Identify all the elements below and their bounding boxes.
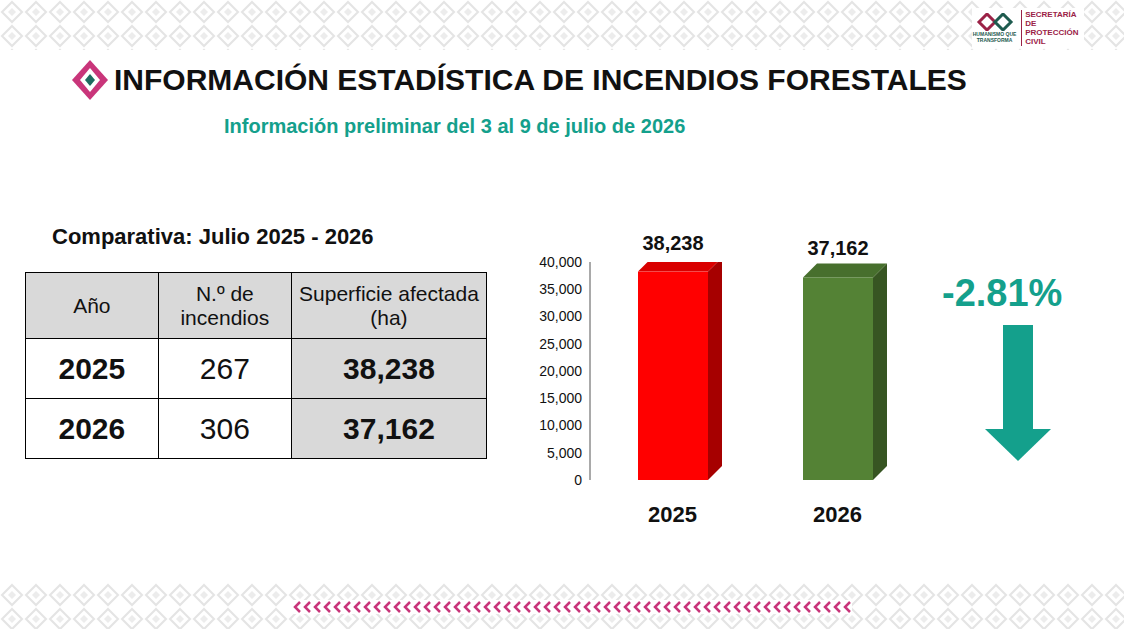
svg-text:35,000: 35,000 — [539, 281, 582, 297]
html-text:Año: Año — [73, 293, 111, 317]
html-text:267: 267 — [199, 351, 250, 385]
svg-text:0: 0 — [574, 472, 582, 488]
svg-text:15,000: 15,000 — [539, 390, 582, 406]
html-text:SECRETARÍA DE PROTECCIÓN CIVIL: SECRETARÍA DE PROTECCIÓN CIVIL — [1025, 10, 1079, 46]
svg-text:10,000: 10,000 — [539, 417, 582, 433]
svg-text:2025: 2025 — [648, 502, 697, 527]
html-text:-2.81%: -2.81% — [942, 272, 1063, 314]
html-text:2025: 2025 — [58, 351, 126, 385]
svg-text:30,000: 30,000 — [539, 308, 582, 324]
html-text:N.º de incendios: N.º de incendios — [180, 281, 270, 329]
svg-text:37,162: 37,162 — [807, 237, 868, 259]
html-text:Superficie afectada (ha): Superficie afectada (ha) — [299, 281, 479, 329]
html-text:HUMANISMO QUE TRANSFORMA: HUMANISMO QUE TRANSFORMA — [972, 31, 1017, 43]
html-text:2026: 2026 — [58, 411, 126, 445]
html-text:38,238: 38,238 — [343, 351, 435, 385]
svg-text:40,000: 40,000 — [539, 254, 582, 270]
svg-text:25,000: 25,000 — [539, 336, 582, 352]
svg-text:38,238: 38,238 — [642, 232, 703, 254]
html-text:Información preliminar del 3 a: Información preliminar del 3 al 9 de jul… — [224, 115, 686, 137]
html-text:37,162: 37,162 — [343, 411, 435, 445]
html-text:306: 306 — [199, 411, 250, 445]
html-text:Comparativa: Julio 2025 - 2026: Comparativa: Julio 2025 - 2026 — [52, 224, 374, 249]
svg-text:5,000: 5,000 — [547, 445, 582, 461]
svg-text:2026: 2026 — [813, 502, 862, 527]
svg-text:20,000: 20,000 — [539, 363, 582, 379]
html-text:INFORMACIÓN ESTADÍSTICA DE INC: INFORMACIÓN ESTADÍSTICA DE INCENDIOS FOR… — [114, 63, 967, 96]
